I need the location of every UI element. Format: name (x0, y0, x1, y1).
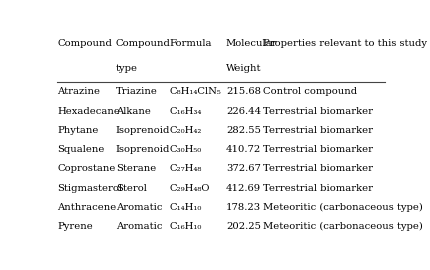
Text: Isoprenoid: Isoprenoid (115, 126, 170, 135)
Text: Terrestrial biomarker: Terrestrial biomarker (262, 107, 372, 116)
Text: C₃₀H₅₀: C₃₀H₅₀ (169, 145, 201, 154)
Text: Hexadecane: Hexadecane (57, 107, 120, 116)
Text: type: type (115, 64, 137, 73)
Text: Terrestrial biomarker: Terrestrial biomarker (262, 184, 372, 193)
Text: Triazine: Triazine (115, 87, 157, 96)
Text: Formula: Formula (169, 39, 211, 48)
Text: Anthracene: Anthracene (57, 203, 116, 212)
Text: Alkane: Alkane (115, 107, 150, 116)
Text: Sterane: Sterane (115, 164, 156, 173)
Text: Aromatic: Aromatic (115, 203, 162, 212)
Text: Sterol: Sterol (115, 184, 146, 193)
Text: 412.69: 412.69 (225, 184, 261, 193)
Text: Phytane: Phytane (57, 126, 98, 135)
Text: 410.72: 410.72 (225, 145, 261, 154)
Text: Atrazine: Atrazine (57, 87, 100, 96)
Text: Terrestrial biomarker: Terrestrial biomarker (262, 126, 372, 135)
Text: C₁₆H₁₀: C₁₆H₁₀ (169, 222, 201, 231)
Text: Coprostane: Coprostane (57, 164, 115, 173)
Text: 226.44: 226.44 (225, 107, 261, 116)
Text: C₁₄H₁₀: C₁₄H₁₀ (169, 203, 201, 212)
Text: 372.67: 372.67 (225, 164, 260, 173)
Text: Stigmasterol: Stigmasterol (57, 184, 122, 193)
Text: Properties relevant to this study: Properties relevant to this study (262, 39, 426, 48)
Text: 202.25: 202.25 (225, 222, 260, 231)
Text: Compound: Compound (57, 39, 112, 48)
Text: Weight: Weight (225, 64, 261, 73)
Text: Isoprenoid: Isoprenoid (115, 145, 170, 154)
Text: Aromatic: Aromatic (115, 222, 162, 231)
Text: Meteoritic (carbonaceous type): Meteoritic (carbonaceous type) (262, 222, 421, 231)
Text: Meteoritic (carbonaceous type): Meteoritic (carbonaceous type) (262, 203, 421, 212)
Text: Squalene: Squalene (57, 145, 104, 154)
Text: C₂₀H₄₂: C₂₀H₄₂ (169, 126, 201, 135)
Text: Terrestrial biomarker: Terrestrial biomarker (262, 145, 372, 154)
Text: Molecular: Molecular (225, 39, 277, 48)
Text: Terrestrial biomarker: Terrestrial biomarker (262, 164, 372, 173)
Text: 178.23: 178.23 (225, 203, 261, 212)
Text: C₈H₁₄ClN₅: C₈H₁₄ClN₅ (169, 87, 220, 96)
Text: Compound: Compound (115, 39, 170, 48)
Text: 282.55: 282.55 (225, 126, 260, 135)
Text: C₁₆H₃₄: C₁₆H₃₄ (169, 107, 201, 116)
Text: C₂₇H₄₈: C₂₇H₄₈ (169, 164, 201, 173)
Text: C₂₉H₄₈O: C₂₉H₄₈O (169, 184, 209, 193)
Text: 215.68: 215.68 (225, 87, 260, 96)
Text: Control compound: Control compound (262, 87, 356, 96)
Text: Pyrene: Pyrene (57, 222, 93, 231)
